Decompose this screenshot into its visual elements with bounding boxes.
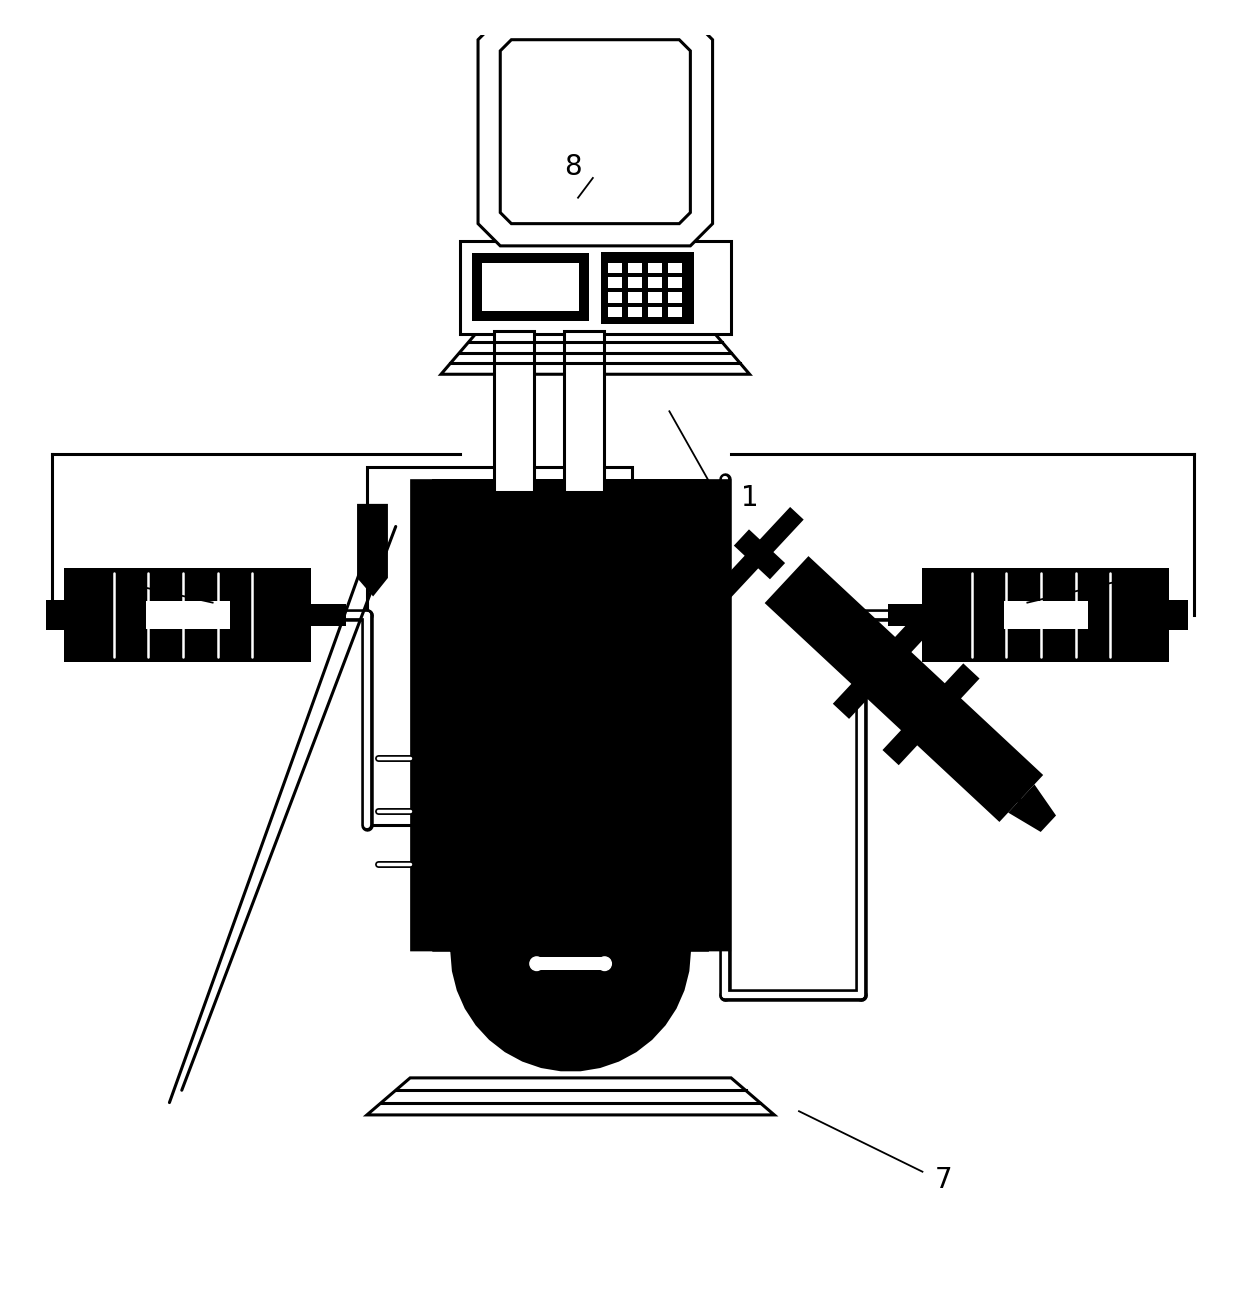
Polygon shape [833, 617, 930, 719]
Bar [460, 241, 732, 334]
Text: 7: 7 [935, 1166, 952, 1194]
Polygon shape [714, 507, 804, 601]
Polygon shape [218, 579, 232, 651]
Polygon shape [1008, 785, 1056, 832]
Bar [647, 292, 662, 303]
Bar [668, 308, 682, 317]
Bar [564, 331, 604, 492]
Text: 8: 8 [564, 153, 582, 181]
Bar [146, 601, 229, 629]
Bar [608, 278, 621, 288]
Bar [668, 278, 682, 288]
Polygon shape [441, 331, 750, 374]
Polygon shape [367, 1078, 774, 1115]
Polygon shape [734, 529, 785, 579]
Bar [627, 308, 642, 317]
Polygon shape [888, 604, 923, 626]
Bar [668, 262, 682, 273]
Bar [647, 308, 662, 317]
Bar [627, 278, 642, 288]
Polygon shape [883, 664, 980, 765]
Polygon shape [144, 579, 157, 651]
Polygon shape [357, 503, 388, 596]
Circle shape [529, 957, 543, 970]
Polygon shape [1002, 579, 1016, 651]
Text: 2: 2 [83, 579, 100, 606]
Bar [668, 292, 682, 303]
Bar [367, 467, 632, 825]
Polygon shape [410, 479, 732, 1072]
Text: 5: 5 [652, 698, 670, 725]
Polygon shape [1076, 579, 1090, 651]
Polygon shape [923, 569, 1169, 662]
Bar [608, 292, 621, 303]
Bar [627, 292, 642, 303]
Text: 1: 1 [740, 484, 759, 511]
Text: 6: 6 [503, 698, 521, 725]
Polygon shape [64, 569, 311, 662]
Circle shape [598, 957, 611, 970]
Polygon shape [500, 39, 691, 224]
Polygon shape [1169, 600, 1188, 630]
Bar [537, 957, 605, 970]
Bar [647, 278, 662, 288]
Polygon shape [46, 600, 64, 630]
Polygon shape [311, 604, 346, 626]
Bar [494, 331, 533, 492]
Bar [482, 263, 579, 312]
Bar [627, 262, 642, 273]
Bar [1004, 601, 1087, 629]
Polygon shape [433, 479, 709, 1050]
Polygon shape [479, 17, 713, 246]
Bar [601, 252, 694, 323]
Text: 4: 4 [1006, 784, 1024, 811]
Polygon shape [765, 556, 1043, 822]
Bar [647, 262, 662, 273]
Bar [472, 253, 589, 321]
Bar [608, 262, 621, 273]
Text: 3: 3 [1132, 579, 1149, 606]
Bar [608, 308, 621, 317]
